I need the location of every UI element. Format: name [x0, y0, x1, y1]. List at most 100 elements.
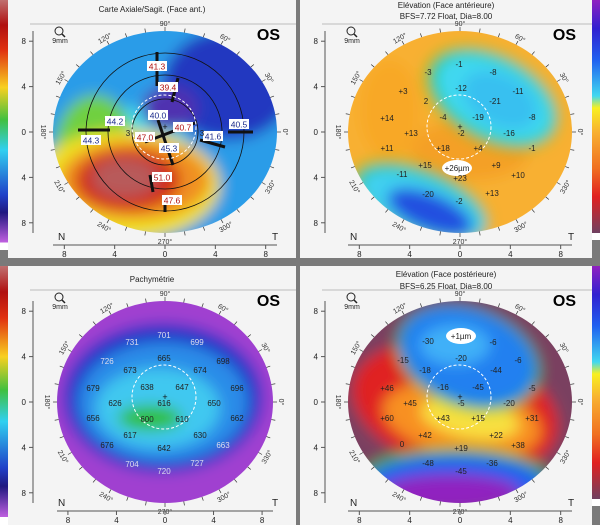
keratometry-value: 47.0 — [137, 133, 154, 143]
value-box — [105, 116, 125, 126]
y-tick-label: 8 — [22, 307, 27, 316]
y-tick-label: 8 — [22, 219, 27, 228]
map-title: BFS=7.72 Float, Dia=8.00 — [400, 12, 493, 21]
apex-marker: + — [162, 122, 167, 132]
map-value: +19 — [454, 444, 468, 453]
degree-tick — [545, 334, 550, 338]
x-tick-label: 8 — [357, 516, 362, 525]
map-value: 626 — [108, 399, 122, 408]
degree-label: 150° — [349, 340, 363, 357]
degree-tick — [145, 501, 147, 506]
pupil-circle — [426, 364, 492, 430]
temporal-label: T — [568, 232, 574, 243]
degree-tick — [345, 419, 350, 421]
degree-tick — [370, 466, 375, 470]
color-scale-right-top[interactable] — [592, 0, 600, 240]
x-tick-label: 8 — [62, 250, 67, 259]
pupil-circle — [131, 94, 197, 160]
degree-tick — [479, 28, 481, 33]
meridian-axis — [156, 119, 175, 166]
degree-label: 210° — [52, 179, 66, 196]
map-value: -8 — [489, 68, 497, 77]
x-tick-label: 8 — [66, 516, 71, 525]
degree-tick — [247, 334, 252, 338]
degree-tick — [565, 365, 570, 368]
zoom-label: 9mm — [52, 38, 68, 45]
degree-tick — [59, 365, 64, 368]
map-value: 720 — [157, 467, 171, 476]
degree-tick — [370, 334, 375, 338]
zoom-label: 9mm — [344, 304, 360, 311]
y-tick-label: 4 — [314, 443, 319, 452]
map-value: 630 — [193, 431, 207, 440]
degree-tick — [124, 33, 128, 38]
map-value: -6 — [514, 356, 522, 365]
degree-tick — [401, 219, 405, 224]
keratometry-value: 40.7 — [175, 123, 192, 133]
map-value: 647 — [175, 383, 189, 392]
map-value: -2 — [457, 129, 465, 138]
degree-tick — [258, 452, 263, 455]
map-value: -5 — [528, 384, 536, 393]
degree-tick — [545, 466, 550, 470]
magnifier-icon-handle — [353, 299, 358, 304]
y-tick-label: 8 — [314, 37, 319, 46]
map-value: 656 — [86, 414, 100, 423]
magnifier-icon — [54, 26, 64, 36]
degree-label: 30° — [558, 71, 570, 84]
map-value: 731 — [125, 338, 139, 347]
degree-tick — [419, 303, 423, 308]
degree-tick — [106, 40, 110, 45]
color-scale-left-bottom[interactable] — [0, 266, 8, 525]
map-value: 662 — [230, 414, 244, 423]
map-value: 2 — [424, 97, 429, 106]
map-value: +22 — [489, 431, 503, 440]
apex-marker: + — [162, 392, 167, 402]
max-value-box — [446, 328, 476, 344]
degree-label: 0° — [576, 129, 584, 136]
keratometry-value: 41.6 — [205, 132, 222, 142]
degree-label: 180° — [334, 395, 342, 410]
degree-label: 120° — [97, 31, 114, 45]
map-value: -4 — [439, 113, 447, 122]
degree-tick — [67, 452, 72, 455]
eye-label: OS — [553, 293, 576, 310]
degree-tick — [271, 419, 276, 421]
degree-tick — [183, 501, 185, 506]
degree-tick — [67, 349, 72, 352]
magnifier-icon-handle — [353, 33, 358, 38]
degree-tick — [144, 231, 146, 236]
map-value: -48 — [422, 459, 434, 468]
color-regions — [57, 301, 273, 503]
x-tick-label: 4 — [211, 516, 216, 525]
degree-tick — [250, 64, 255, 68]
x-tick-label: 4 — [508, 516, 513, 525]
degree-label: 90° — [160, 20, 171, 28]
x-tick-label: 8 — [558, 516, 563, 525]
keratometry-value: 44.2 — [107, 117, 124, 127]
degree-tick — [497, 303, 501, 308]
degree-tick — [359, 349, 364, 352]
degree-tick — [570, 419, 575, 421]
map-value: -16 — [437, 383, 449, 392]
map-title: Pachymétrie — [130, 275, 175, 284]
degree-tick — [531, 479, 535, 483]
color-scale-left-top[interactable] — [0, 0, 8, 250]
degree-label: 330° — [559, 179, 573, 196]
degree-label: 240° — [391, 220, 408, 234]
degree-tick — [350, 365, 355, 368]
y-tick-label: 8 — [22, 489, 27, 498]
map-value: +31 — [525, 414, 539, 423]
y-tick-label: 4 — [314, 353, 319, 362]
degree-tick — [50, 113, 55, 115]
y-tick-label: 0 — [314, 398, 319, 407]
map-value: 0 — [400, 440, 405, 449]
map-value: -5 — [457, 399, 465, 408]
map-value: +1µm — [451, 332, 472, 341]
degree-tick — [183, 298, 185, 303]
degree-label: 90° — [455, 20, 466, 28]
degree-label: 90° — [455, 290, 466, 298]
y-tick-label: 8 — [22, 37, 27, 46]
degree-tick — [565, 436, 570, 439]
color-scale-right-bottom[interactable] — [592, 266, 600, 506]
